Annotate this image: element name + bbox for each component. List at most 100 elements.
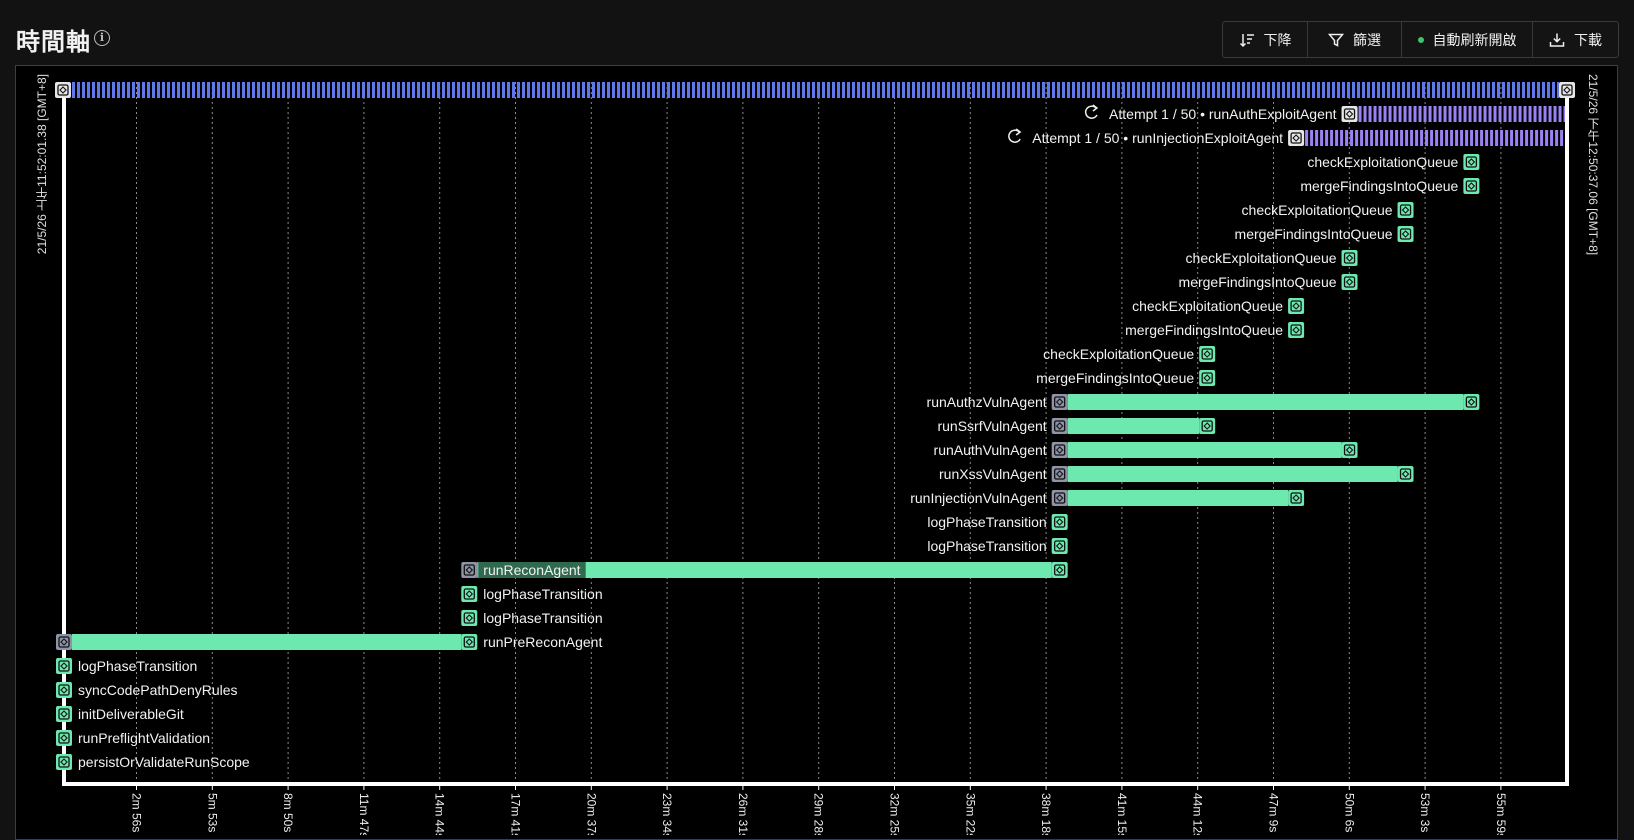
marker-box[interactable] [1288,130,1305,146]
workflow-start-marker[interactable] [55,82,71,98]
sort-descending-button[interactable]: 下降 [1223,22,1308,57]
activity-bar[interactable] [1067,466,1398,482]
marker-box[interactable] [56,634,72,650]
activity-bar[interactable] [1067,394,1464,410]
stripe [1395,130,1399,146]
attempt-bar[interactable] [1358,106,1565,122]
event-marker[interactable] [461,586,478,602]
marker-box[interactable] [1341,442,1358,458]
marker-box[interactable] [1051,514,1068,530]
event-marker[interactable] [1199,370,1216,386]
workflow-end-marker[interactable] [1559,82,1575,98]
marker-box[interactable] [1397,202,1414,218]
event-marker[interactable] [1288,322,1305,338]
activity-bar[interactable] [477,562,1052,578]
marker-box[interactable] [1463,154,1480,170]
activity-bar[interactable] [1067,490,1289,506]
event-marker[interactable] [56,682,72,698]
download-button[interactable]: 下載 [1533,22,1618,57]
activity-end-marker[interactable] [1397,466,1414,482]
marker-box[interactable] [56,682,72,698]
marker-box[interactable] [1051,466,1068,482]
diamond-icon [1401,470,1410,478]
activity-end-marker[interactable] [1341,442,1358,458]
info-icon[interactable]: i [94,30,110,46]
marker-box[interactable] [1199,346,1216,362]
marker-box[interactable] [1341,106,1358,122]
event-marker[interactable] [1463,178,1480,194]
activity-bar[interactable] [1067,442,1342,458]
attempt-start-marker[interactable] [1288,130,1305,146]
marker-box[interactable] [1463,178,1480,194]
activity-start-marker[interactable] [461,562,478,578]
marker-box[interactable] [1051,538,1068,554]
marker-box[interactable] [1463,394,1480,410]
marker-box[interactable] [1051,418,1068,434]
event-marker[interactable] [1199,346,1216,362]
event-marker[interactable] [56,658,72,674]
stripe [522,82,525,98]
marker-box[interactable] [55,82,71,98]
attempt-start-marker[interactable] [1341,106,1358,122]
activity-end-marker[interactable] [1463,394,1480,410]
marker-box[interactable] [1341,250,1358,266]
activity-end-marker[interactable] [1288,490,1305,506]
activity-label: runSsrfVulnAgent [937,418,1046,434]
marker-box[interactable] [56,658,72,674]
stripe [722,82,725,98]
stripe [1162,82,1165,98]
stripe [1432,82,1435,98]
marker-box[interactable] [1199,418,1216,434]
event-marker[interactable] [1397,202,1414,218]
marker-box[interactable] [1051,442,1068,458]
marker-box[interactable] [1397,226,1414,242]
event-marker[interactable] [1341,274,1358,290]
marker-box[interactable] [1051,490,1068,506]
marker-box[interactable] [1051,394,1068,410]
activity-start-marker[interactable] [1051,466,1068,482]
activity-start-marker[interactable] [1051,418,1068,434]
workflow-run-bar[interactable] [72,82,1559,98]
event-marker[interactable] [56,754,72,770]
marker-box[interactable] [1288,298,1305,314]
marker-box[interactable] [461,562,478,578]
event-marker[interactable] [56,730,72,746]
marker-box[interactable] [461,610,478,626]
event-marker[interactable] [1051,538,1068,554]
marker-box[interactable] [1559,82,1575,98]
marker-box[interactable] [1199,370,1216,386]
filter-button[interactable]: 篩選 [1308,22,1402,57]
activity-end-marker[interactable] [1051,562,1068,578]
auto-refresh-toggle[interactable]: 自動刷新開啟 [1402,22,1533,57]
marker-box[interactable] [461,586,478,602]
marker-box[interactable] [56,754,72,770]
stripe [1272,82,1275,98]
event-marker[interactable] [1051,514,1068,530]
activity-bar[interactable] [72,634,462,650]
activity-end-marker[interactable] [461,634,478,650]
marker-box[interactable] [1288,490,1305,506]
marker-box[interactable] [56,706,72,722]
stripe [1427,82,1430,98]
stripe [517,82,520,98]
attempt-bar[interactable] [1305,130,1564,146]
marker-box[interactable] [461,634,478,650]
event-marker[interactable] [1397,226,1414,242]
activity-start-marker[interactable] [1051,490,1068,506]
marker-box[interactable] [1288,322,1305,338]
event-marker[interactable] [1463,154,1480,170]
marker-box[interactable] [56,730,72,746]
stripe [1470,130,1474,146]
activity-start-marker[interactable] [56,634,72,650]
activity-start-marker[interactable] [1051,394,1068,410]
event-marker[interactable] [461,610,478,626]
activity-end-marker[interactable] [1199,418,1216,434]
event-marker[interactable] [1288,298,1305,314]
marker-box[interactable] [1051,562,1068,578]
activity-bar[interactable] [1067,418,1200,434]
marker-box[interactable] [1397,466,1414,482]
event-marker[interactable] [1341,250,1358,266]
activity-start-marker[interactable] [1051,442,1068,458]
event-marker[interactable] [56,706,72,722]
marker-box[interactable] [1341,274,1358,290]
